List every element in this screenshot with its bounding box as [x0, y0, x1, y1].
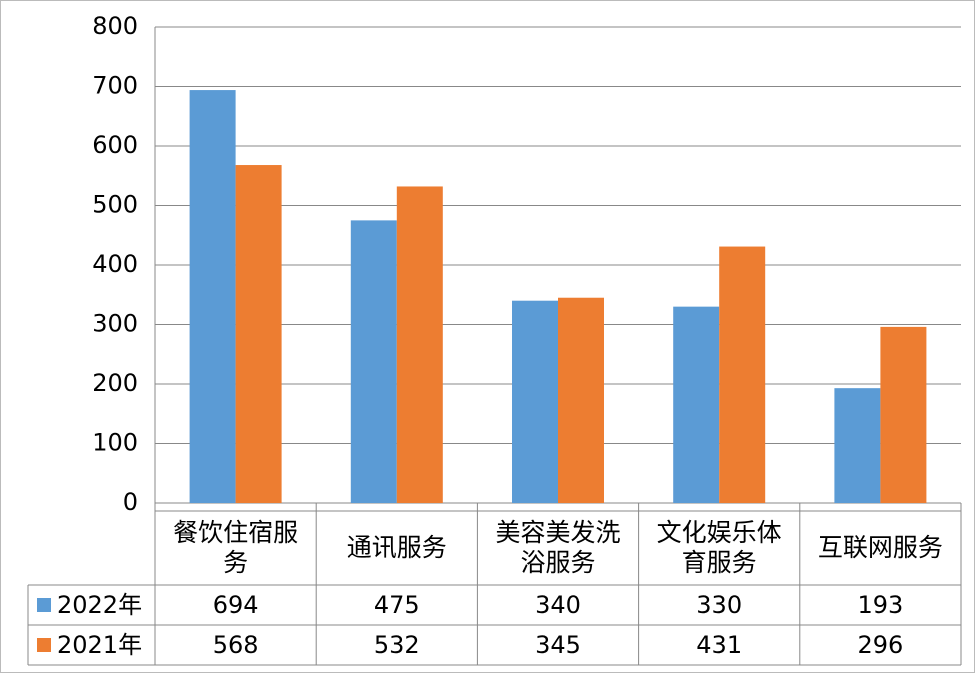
y-tick-label: 800: [92, 12, 138, 40]
bar: [880, 326, 927, 503]
y-tick-label: 700: [92, 72, 138, 100]
x-tick-label: 美容美发洗浴服务: [495, 518, 621, 577]
y-tick-label: 500: [92, 191, 138, 219]
bar: [673, 306, 720, 503]
bar: [235, 165, 282, 504]
table-value: 431: [696, 631, 742, 659]
x-tick-label: 通讯服务: [346, 533, 447, 562]
y-tick-label: 100: [92, 429, 138, 457]
y-tick-label: 600: [92, 131, 138, 159]
bar: [512, 300, 558, 503]
bar: [396, 186, 443, 503]
table-value: 296: [857, 631, 903, 659]
legend-swatch: [37, 638, 51, 652]
table-value: 532: [374, 631, 420, 659]
y-tick-label: 0: [123, 488, 138, 516]
bar: [350, 220, 397, 503]
y-tick-label: 300: [92, 310, 138, 338]
legend-swatch: [37, 598, 51, 612]
table-value: 345: [535, 631, 581, 659]
table-value: 340: [535, 591, 581, 619]
table-value: 568: [213, 631, 259, 659]
table-value: 193: [857, 591, 903, 619]
y-tick-label: 200: [92, 369, 138, 397]
bar: [719, 246, 766, 503]
x-tick-label: 文化娱乐体育服务: [656, 518, 782, 577]
table-value: 330: [696, 591, 742, 619]
bar: [558, 297, 604, 503]
bar: [834, 388, 881, 503]
table-value: 475: [374, 591, 420, 619]
x-tick-label: 餐饮住宿服务: [173, 518, 299, 577]
bar: [189, 90, 236, 503]
legend-label: 2022年: [57, 591, 142, 619]
legend-label: 2021年: [57, 631, 142, 659]
x-tick-label: 互联网服务: [817, 533, 943, 562]
table-value: 694: [213, 591, 259, 619]
y-tick-label: 400: [92, 250, 138, 278]
